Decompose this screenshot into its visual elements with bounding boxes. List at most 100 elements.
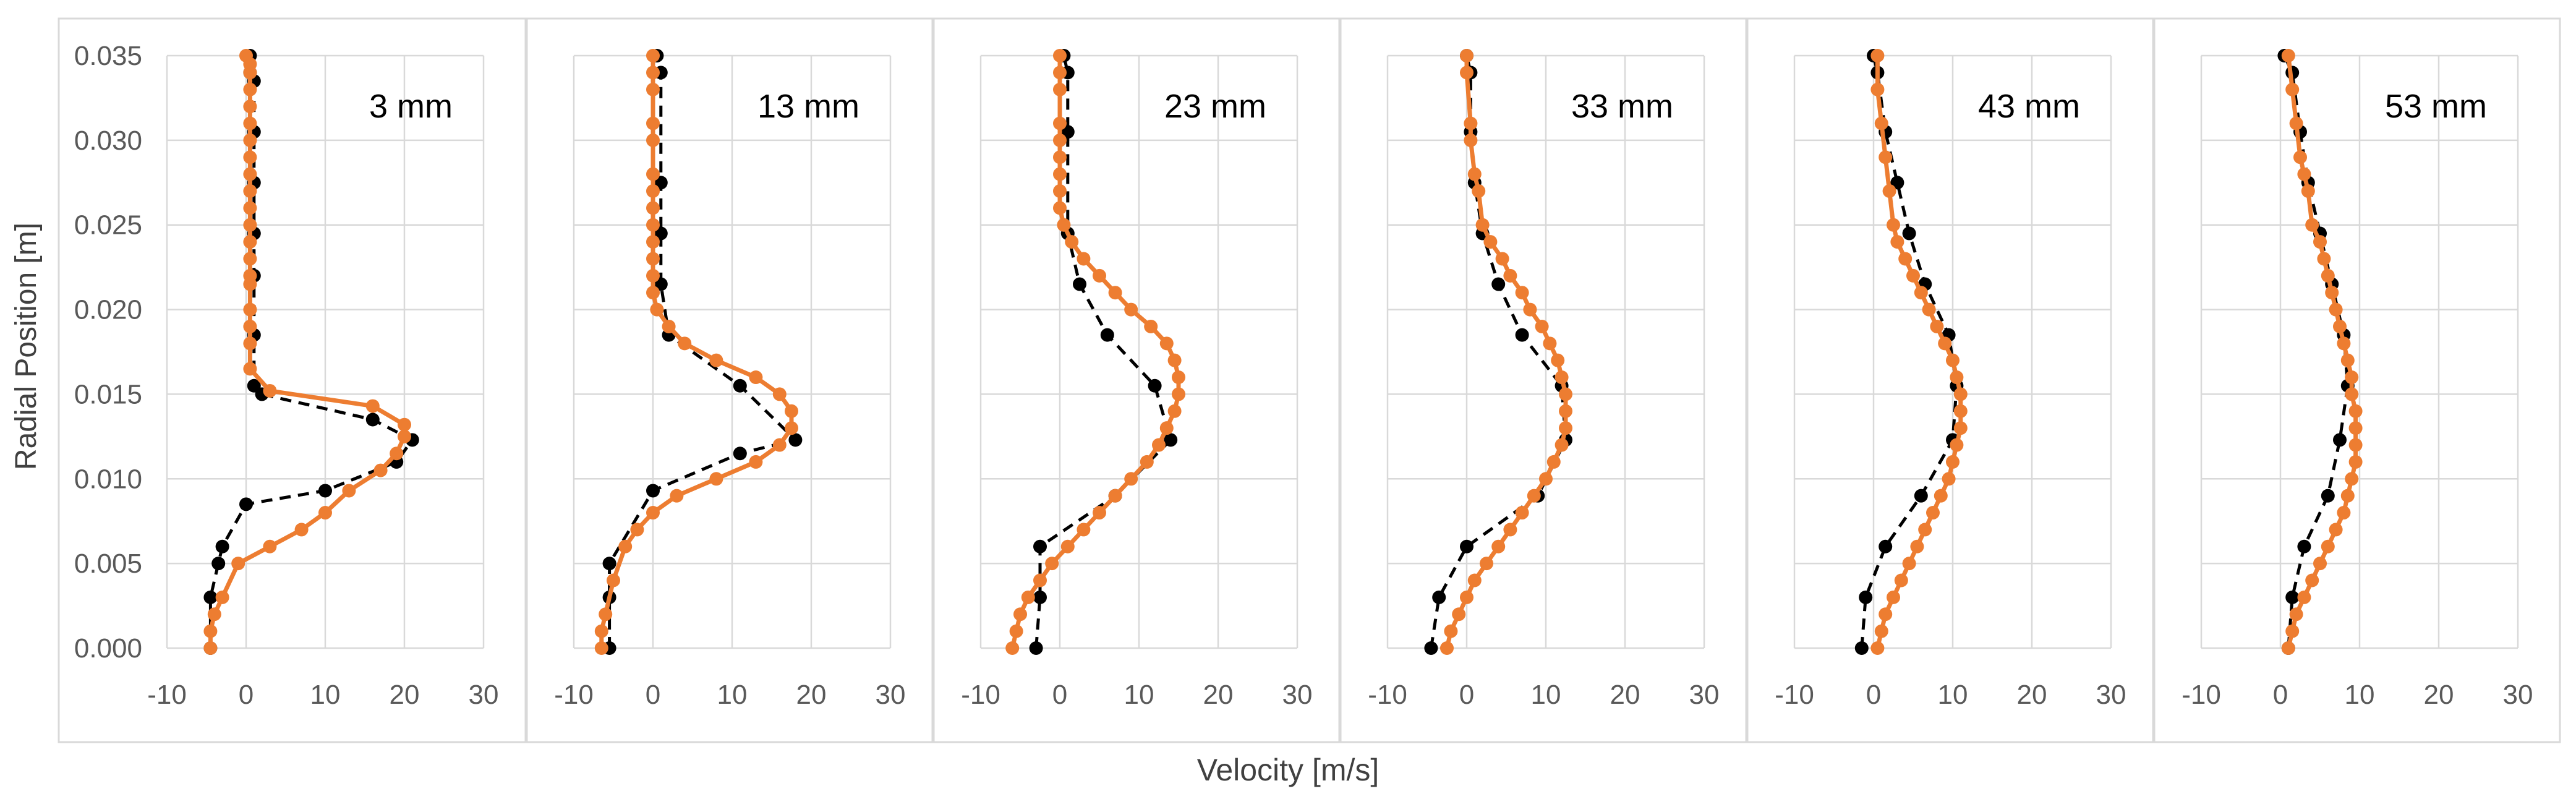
data-point-simulated <box>646 218 660 232</box>
data-point-simulated <box>670 489 684 503</box>
data-point-simulated <box>1515 506 1529 520</box>
x-tick-label: -10 <box>1368 680 1407 710</box>
x-tick-label: 30 <box>1282 680 1313 710</box>
panel-title: 33 mm <box>1571 88 1673 125</box>
data-point-simulated <box>772 438 787 452</box>
data-point-simulated <box>1460 590 1474 604</box>
data-point-simulated <box>1914 286 1928 300</box>
panel-5: -10 0 10 20 30 43 mm <box>1746 17 2154 743</box>
data-point-simulated <box>646 252 660 266</box>
data-point-simulated <box>243 336 257 351</box>
series-line-simulated <box>599 56 794 648</box>
data-point-simulated <box>398 417 411 432</box>
series-line-simulated <box>1875 56 1963 649</box>
data-point-simulated <box>2305 218 2319 232</box>
x-tick-label: 20 <box>390 680 420 710</box>
data-point-measured <box>1902 226 1916 241</box>
data-point-simulated <box>2329 302 2343 317</box>
x-tick-label: 20 <box>1203 680 1234 710</box>
data-point-measured <box>1033 590 1047 604</box>
data-point-simulated <box>2345 370 2359 385</box>
data-point-simulated <box>243 252 257 266</box>
data-point-simulated <box>1093 506 1106 520</box>
data-point-simulated <box>1124 302 1138 317</box>
data-point-simulated <box>646 201 660 215</box>
data-point-simulated <box>1124 472 1138 486</box>
y-tick-label: 0.015 <box>74 379 142 409</box>
data-point-simulated <box>646 506 660 520</box>
data-point-simulated <box>1053 66 1067 80</box>
data-point-measured <box>2321 489 2335 503</box>
data-point-simulated <box>1906 268 1920 283</box>
panel-6: -10 0 10 20 30 53 mm <box>2153 17 2561 743</box>
data-point-simulated <box>1108 489 1122 503</box>
data-point-measured <box>1033 539 1047 553</box>
data-point-simulated <box>1472 184 1486 198</box>
data-point-simulated <box>207 607 221 622</box>
data-point-simulated <box>1910 539 1924 553</box>
data-point-simulated <box>2348 404 2363 418</box>
data-point-simulated <box>1535 319 1549 333</box>
data-point-simulated <box>1898 252 1913 266</box>
data-point-simulated <box>1033 573 1047 588</box>
x-tick-label: 20 <box>2424 680 2454 710</box>
data-point-simulated <box>2340 489 2355 503</box>
data-point-simulated <box>2337 506 2351 520</box>
data-point-measured <box>239 497 253 511</box>
data-point-simulated <box>1480 557 1493 571</box>
data-point-simulated <box>1902 557 1916 571</box>
data-point-simulated <box>2285 82 2300 96</box>
data-point-simulated <box>1057 218 1071 232</box>
data-point-simulated <box>1953 404 1968 418</box>
data-point-measured <box>788 433 803 447</box>
x-tick-label: 30 <box>2096 680 2126 710</box>
y-axis-label: Radial Position [m] <box>10 223 43 470</box>
data-point-simulated <box>1946 353 1960 367</box>
data-point-simulated <box>398 429 411 443</box>
data-point-simulated <box>342 484 356 498</box>
data-point-simulated <box>1167 404 1182 418</box>
data-point-simulated <box>1444 624 1458 638</box>
panel-frame <box>932 17 1341 743</box>
data-point-simulated <box>243 218 257 232</box>
data-point-simulated <box>390 447 404 461</box>
x-tick-label: -10 <box>961 680 1000 710</box>
data-point-simulated <box>1077 252 1091 266</box>
data-point-simulated <box>630 523 644 537</box>
data-point-simulated <box>1874 116 1888 130</box>
data-point-simulated <box>263 383 277 398</box>
data-point-simulated <box>1167 353 1182 367</box>
panel-title: 23 mm <box>1164 88 1266 125</box>
data-point-simulated <box>243 184 257 198</box>
data-point-simulated <box>2317 252 2331 266</box>
data-point-simulated <box>239 49 253 62</box>
data-point-simulated <box>1503 268 1517 283</box>
data-point-simulated <box>203 624 218 638</box>
data-point-simulated <box>1922 302 1936 317</box>
data-point-simulated <box>1503 523 1517 537</box>
data-point-measured <box>203 590 218 604</box>
data-point-simulated <box>2325 286 2339 300</box>
data-point-simulated <box>646 286 660 300</box>
x-tick-label: 10 <box>1938 680 1968 710</box>
data-point-simulated <box>2313 235 2327 249</box>
data-point-simulated <box>243 201 257 215</box>
data-point-measured <box>1859 590 1873 604</box>
data-point-simulated <box>1053 82 1067 96</box>
x-tick-label: 20 <box>796 680 827 710</box>
data-point-measured <box>1432 590 1446 604</box>
data-point-simulated <box>2297 167 2311 181</box>
panel-frame <box>1339 17 1747 743</box>
x-tick-label: 0 <box>646 680 660 710</box>
series-line-measured <box>1034 55 1172 649</box>
data-point-simulated <box>1460 66 1474 80</box>
x-tick-label: 20 <box>1610 680 1640 710</box>
data-point-measured <box>1491 277 1506 291</box>
data-point-simulated <box>2313 557 2327 571</box>
data-point-simulated <box>1559 387 1572 401</box>
data-point-simulated <box>1464 116 1478 130</box>
data-point-simulated <box>1527 489 1541 503</box>
data-point-simulated <box>2289 116 2303 130</box>
panels: -10 0 10 20 30 0.000 0.005 0.010 0.015 0.020 0.025… <box>58 17 2561 743</box>
x-tick-label: 30 <box>876 680 906 710</box>
